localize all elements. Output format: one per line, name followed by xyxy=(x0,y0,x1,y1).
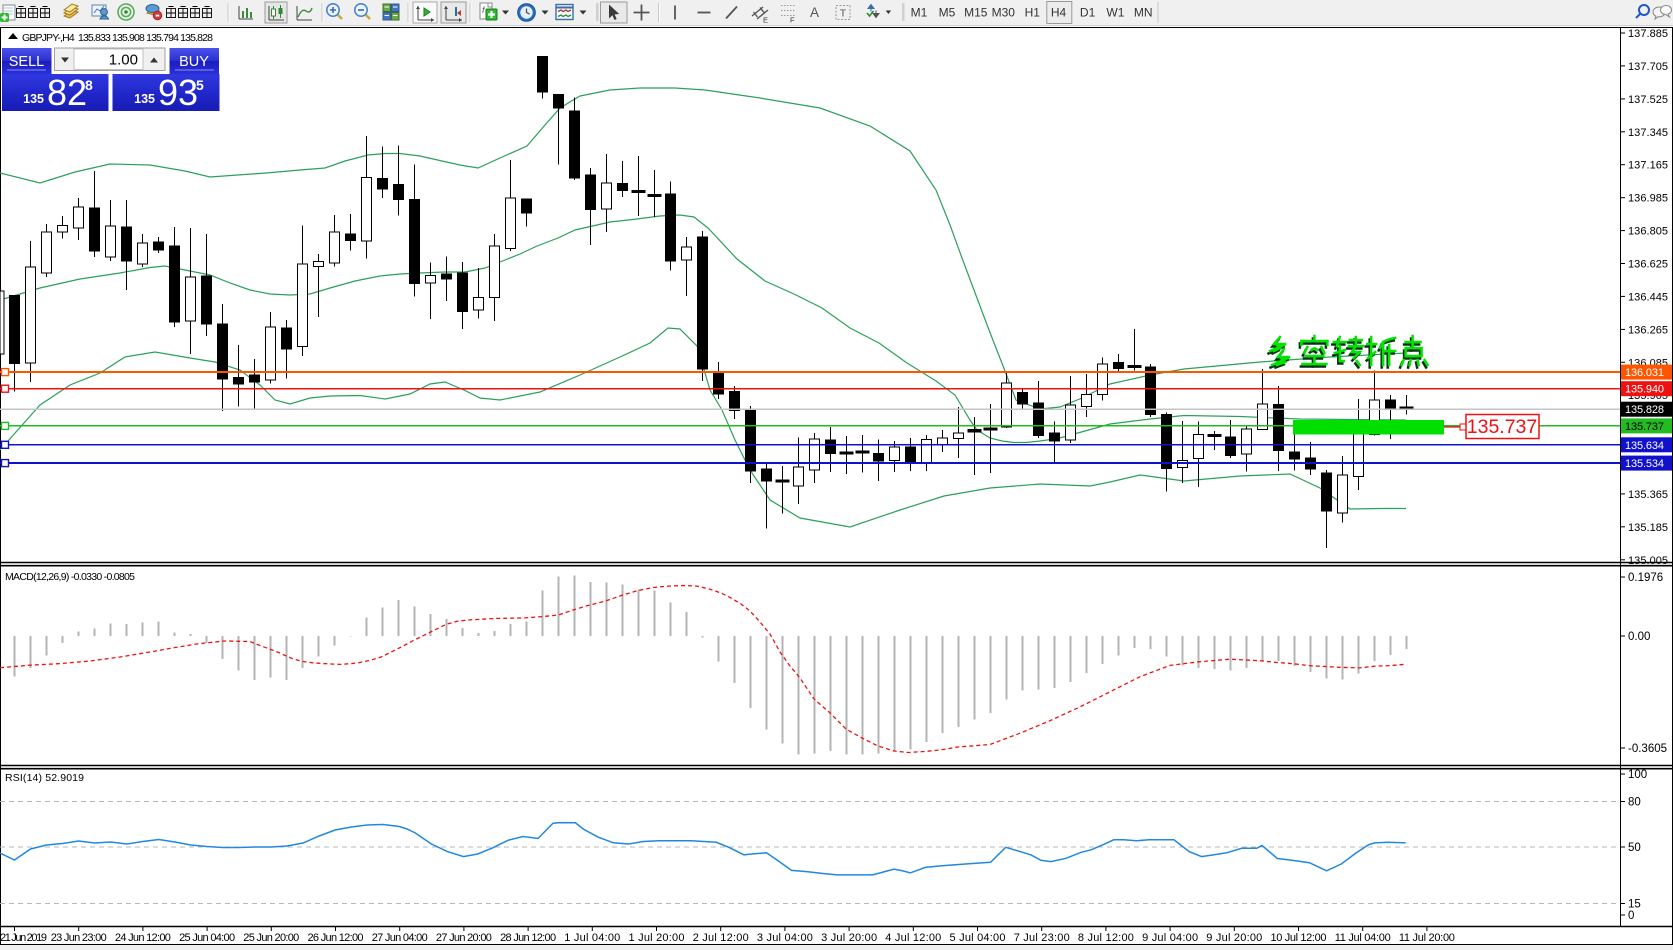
svg-text:D1: D1 xyxy=(1080,6,1096,20)
svg-text:W1: W1 xyxy=(1106,6,1124,20)
svg-text:27 Jun 20:00: 27 Jun 20:00 xyxy=(436,932,492,944)
svg-text:135.534: 135.534 xyxy=(1625,458,1664,470)
svg-text:21 Jun 2019: 21 Jun 2019 xyxy=(0,932,47,944)
svg-text:5 Jul 04:00: 5 Jul 04:00 xyxy=(950,932,1006,944)
svg-text:M1: M1 xyxy=(911,6,928,20)
svg-text:7 Jul 23:00: 7 Jul 23:00 xyxy=(1014,932,1070,944)
svg-text:100: 100 xyxy=(1628,769,1647,781)
svg-text:136.985: 136.985 xyxy=(1628,193,1668,205)
svg-text:135.940: 135.940 xyxy=(1625,384,1664,396)
svg-text:9 Jul 20:00: 9 Jul 20:00 xyxy=(1206,932,1262,944)
svg-text:135: 135 xyxy=(23,92,44,106)
svg-text:135.005: 135.005 xyxy=(1628,555,1668,567)
svg-text:136.031: 136.031 xyxy=(1625,367,1664,379)
svg-text:9 Jul 04:00: 9 Jul 04:00 xyxy=(1142,932,1198,944)
svg-text:137.345: 137.345 xyxy=(1628,127,1668,139)
svg-text:1.00: 1.00 xyxy=(109,52,138,69)
svg-text:15: 15 xyxy=(1628,899,1641,911)
svg-text:135: 135 xyxy=(134,92,155,106)
svg-text:0.1976: 0.1976 xyxy=(1628,572,1663,584)
svg-text:MN: MN xyxy=(1134,6,1153,20)
svg-text:8 Jul 12:00: 8 Jul 12:00 xyxy=(1078,932,1134,944)
svg-text:137.525: 137.525 xyxy=(1628,94,1668,106)
svg-text:23 Jun 23:00: 23 Jun 23:00 xyxy=(51,932,107,944)
svg-text:F: F xyxy=(790,16,795,25)
svg-text:80: 80 xyxy=(1628,797,1641,809)
svg-text:25 Jun 20:00: 25 Jun 20:00 xyxy=(243,932,299,944)
svg-text:5: 5 xyxy=(196,77,204,93)
svg-text:1 Jul 20:00: 1 Jul 20:00 xyxy=(629,932,685,944)
svg-text:8: 8 xyxy=(85,77,93,93)
svg-text:11 Jul 04:00: 11 Jul 04:00 xyxy=(1335,932,1391,944)
svg-text:H1: H1 xyxy=(1025,6,1041,20)
svg-text:93: 93 xyxy=(158,72,198,113)
svg-text:136.805: 136.805 xyxy=(1628,226,1668,238)
svg-text:-0.3605: -0.3605 xyxy=(1628,743,1667,755)
svg-text:24 Jun 12:00: 24 Jun 12:00 xyxy=(115,932,171,944)
svg-text:135.634: 135.634 xyxy=(1625,440,1664,452)
svg-text:137.165: 137.165 xyxy=(1628,160,1668,172)
svg-text:E: E xyxy=(763,16,768,25)
svg-text:135.828: 135.828 xyxy=(1625,404,1664,416)
svg-text:M5: M5 xyxy=(939,6,956,20)
svg-text:H4: H4 xyxy=(1051,6,1067,20)
svg-text:25 Jun 04:00: 25 Jun 04:00 xyxy=(179,932,235,944)
svg-text:2 Jul 12:00: 2 Jul 12:00 xyxy=(693,932,749,944)
svg-text:50: 50 xyxy=(1628,842,1641,854)
svg-text:10 Jul 12:00: 10 Jul 12:00 xyxy=(1271,932,1327,944)
svg-text:136.265: 136.265 xyxy=(1628,324,1668,336)
svg-text:0.00: 0.00 xyxy=(1628,631,1650,643)
svg-text:0: 0 xyxy=(1628,910,1634,922)
svg-text:4 Jul 12:00: 4 Jul 12:00 xyxy=(885,932,941,944)
svg-text:T: T xyxy=(840,8,847,20)
svg-text:27 Jun 04:00: 27 Jun 04:00 xyxy=(372,932,428,944)
svg-text:RSI(14) 52.9019: RSI(14) 52.9019 xyxy=(5,772,84,784)
svg-text:M30: M30 xyxy=(992,6,1016,20)
svg-text:82: 82 xyxy=(47,72,87,113)
svg-text:137.885: 137.885 xyxy=(1628,28,1668,40)
svg-text:135.185: 135.185 xyxy=(1628,522,1668,534)
svg-text:f: f xyxy=(482,5,486,15)
svg-text:135.737: 135.737 xyxy=(1467,416,1538,438)
svg-text:MACD(12,26,9) -0.0330 -0.0805: MACD(12,26,9) -0.0330 -0.0805 xyxy=(5,571,135,583)
svg-text:SELL: SELL xyxy=(9,54,44,70)
svg-text:136.445: 136.445 xyxy=(1628,291,1668,303)
svg-text:GBPJPY-,H4 135.833 135.908 13: GBPJPY-,H4 135.833 135.908 135.794 135.8… xyxy=(22,32,213,44)
svg-text:M15: M15 xyxy=(964,6,988,20)
svg-text:BUY: BUY xyxy=(179,54,209,70)
svg-text:136.625: 136.625 xyxy=(1628,259,1668,271)
svg-text:135.737: 135.737 xyxy=(1625,421,1664,433)
svg-text:3 Jul 04:00: 3 Jul 04:00 xyxy=(757,932,813,944)
svg-text:26 Jun 12:00: 26 Jun 12:00 xyxy=(308,932,364,944)
svg-text:A: A xyxy=(810,5,819,20)
svg-text:3 Jul 20:00: 3 Jul 20:00 xyxy=(821,932,877,944)
svg-text:11 Jul 20:00: 11 Jul 20:00 xyxy=(1399,932,1455,944)
svg-text:28 Jun 12:00: 28 Jun 12:00 xyxy=(500,932,556,944)
svg-text:135.365: 135.365 xyxy=(1628,489,1668,501)
svg-text:1 Jul 04:00: 1 Jul 04:00 xyxy=(564,932,620,944)
svg-text:137.705: 137.705 xyxy=(1628,61,1668,73)
